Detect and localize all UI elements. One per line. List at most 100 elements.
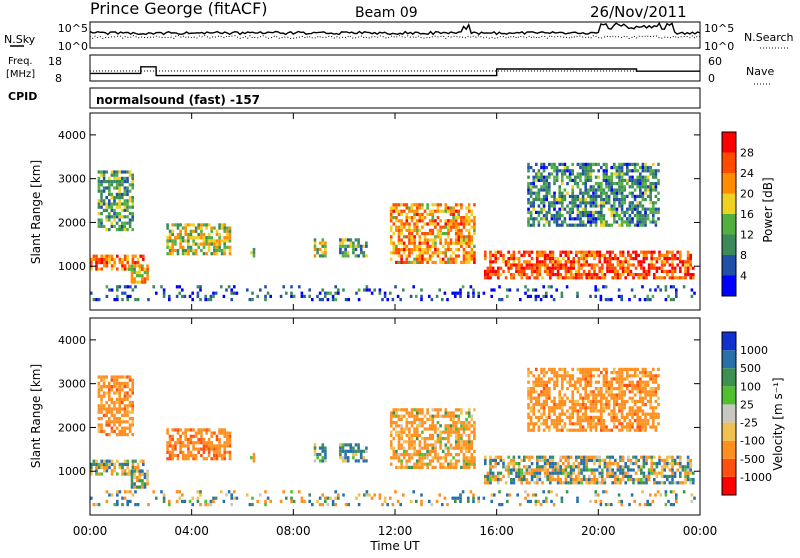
- velocity-cell: [166, 441, 169, 445]
- velocity-cell: [684, 474, 687, 478]
- power-cell: [118, 183, 121, 187]
- power-cell: [447, 235, 450, 239]
- velocity-cell: [187, 441, 190, 445]
- velocity-cell: [402, 408, 406, 412]
- power-cell: [649, 182, 652, 186]
- power-cell: [597, 210, 600, 214]
- velocity-cell: [189, 428, 193, 432]
- velocity-cell: [465, 411, 468, 415]
- velocity-cell: [123, 490, 127, 494]
- power-cell: [655, 276, 659, 280]
- power-cell: [537, 198, 541, 202]
- velocity-cell: [644, 419, 647, 423]
- power-cell: [434, 260, 437, 264]
- velocity-cell: [523, 474, 526, 478]
- power-cell: [558, 185, 561, 189]
- velocity-cell: [541, 455, 544, 459]
- power-cell: [618, 204, 621, 208]
- velocity-cell: [594, 428, 598, 432]
- velocity-cell: [623, 406, 626, 410]
- power-cell: [676, 250, 679, 254]
- power-cell: [555, 172, 559, 176]
- velocity-cell: [549, 462, 552, 466]
- power-cell: [545, 178, 548, 182]
- velocity-cell: [626, 428, 629, 432]
- power-cell: [644, 191, 647, 195]
- power-cell: [420, 298, 423, 302]
- velocity-cell: [166, 431, 169, 435]
- power-cell: [113, 199, 116, 203]
- velocity-cell: [527, 390, 530, 394]
- power-cell: [645, 273, 648, 277]
- velocity-cell: [628, 374, 632, 378]
- velocity-cell: [652, 367, 655, 371]
- power-cell: [204, 294, 207, 298]
- power-cell: [588, 276, 591, 280]
- power-cell: [397, 251, 401, 255]
- velocity-cell: [459, 499, 462, 503]
- power-cell: [600, 207, 603, 211]
- power-cell: [318, 254, 322, 258]
- velocity-cell: [577, 468, 581, 472]
- power-cell: [605, 182, 608, 186]
- velocity-cell: [647, 468, 651, 472]
- velocity-cell: [389, 456, 393, 460]
- velocity-cell: [568, 406, 572, 410]
- velocity-cell: [502, 458, 505, 462]
- power-cell: [352, 251, 355, 255]
- power-cell: [228, 229, 232, 233]
- velocity-cell: [449, 465, 453, 469]
- velocity-cell: [115, 388, 119, 392]
- velocity-cell: [92, 462, 96, 466]
- power-cell: [199, 298, 202, 302]
- velocity-cell: [639, 399, 642, 403]
- power-cell: [484, 269, 487, 273]
- power-cell: [649, 194, 652, 198]
- velocity-cell: [143, 485, 147, 489]
- power-cell: [176, 226, 180, 230]
- velocity-cell: [645, 458, 648, 462]
- velocity-cell: [532, 387, 535, 391]
- power-cell: [290, 285, 293, 289]
- velocity-cell: [118, 401, 121, 405]
- power-cell: [532, 204, 535, 208]
- power-cell: [615, 182, 619, 186]
- power-cell: [632, 273, 635, 277]
- velocity-cell: [123, 404, 127, 408]
- velocity-cell: [418, 456, 422, 460]
- velocity-cell: [615, 403, 619, 407]
- velocity-cell: [434, 443, 437, 447]
- power-cell: [143, 277, 147, 281]
- velocity-cell: [213, 447, 216, 451]
- power-cell: [600, 198, 603, 202]
- velocity-cell: [397, 459, 401, 463]
- velocity-cell: [631, 409, 634, 413]
- power-cell: [187, 248, 190, 253]
- power-cell: [621, 253, 625, 257]
- power-cell: [538, 250, 542, 254]
- velocity-cell: [90, 472, 93, 476]
- velocity-cell: [467, 437, 471, 441]
- power-cell: [121, 215, 124, 219]
- power-cell: [251, 291, 254, 295]
- power-cell: [259, 288, 262, 292]
- power-cell: [397, 238, 401, 242]
- velocity-cell: [571, 396, 574, 400]
- velocity-cell: [176, 453, 180, 458]
- power-cell: [584, 214, 587, 218]
- power-cell: [571, 204, 574, 208]
- velocity-cell: [639, 419, 642, 423]
- power-cell: [624, 276, 627, 280]
- power-cell: [115, 228, 119, 232]
- velocity-cell: [614, 474, 617, 478]
- power-cell: [562, 276, 565, 280]
- velocity-cell: [657, 383, 660, 387]
- power-cell: [218, 223, 221, 227]
- power-cell: [537, 223, 541, 227]
- power-cell: [100, 202, 103, 206]
- power-cell: [457, 232, 461, 236]
- power-cell: [563, 194, 567, 198]
- power-cell: [507, 260, 510, 264]
- power-cell: [102, 224, 106, 228]
- power-cell: [426, 212, 429, 216]
